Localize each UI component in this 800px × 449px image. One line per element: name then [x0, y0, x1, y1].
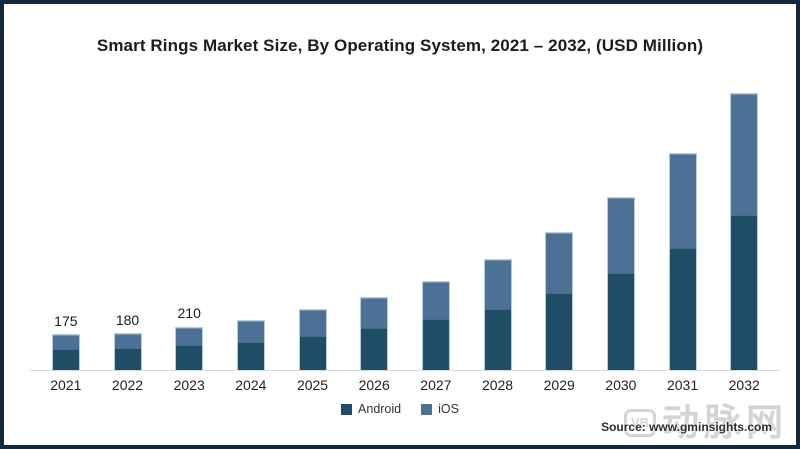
bar-group-2021: 175: [35, 312, 97, 371]
stacked-bar-2023: [175, 326, 204, 371]
x-axis-label-2028: 2028: [481, 377, 514, 393]
bar-segment-ios: [176, 327, 203, 346]
bar-segment-android: [114, 348, 141, 371]
legend-item-android: Android: [341, 402, 401, 416]
bar-segment-android: [731, 214, 758, 371]
stacked-bar-2022: [113, 333, 142, 371]
bar-segment-ios: [607, 198, 634, 274]
bar-segment-android: [607, 273, 634, 371]
x-axis-label-2025: 2025: [296, 377, 329, 393]
bar-segment-android: [422, 318, 449, 371]
bar-segment-android: [361, 327, 388, 371]
bar-segment-ios: [52, 335, 79, 350]
bar-segment-android: [176, 345, 203, 371]
stacked-bar-2028: [483, 258, 512, 371]
bar-segment-ios: [422, 281, 449, 319]
bar-segment-android: [299, 336, 326, 371]
x-axis-labels: 2021 2022 2023 2024 2025 2026 2027 2028 2029 2030…: [35, 377, 775, 393]
stacked-bar-2025: [298, 309, 327, 371]
bar-value-label: 210: [177, 305, 201, 322]
stacked-bar-2031: [668, 152, 697, 371]
bar-group-2024: [220, 319, 282, 371]
x-axis-label-2029: 2029: [543, 377, 575, 393]
bar-value-label: 175: [54, 312, 78, 329]
bar-group-2025: [282, 309, 344, 371]
bar-segment-ios: [669, 153, 696, 248]
legend-item-ios: iOS: [421, 402, 459, 416]
x-axis-label-2021: 2021: [50, 377, 82, 393]
legend-label-ios: iOS: [438, 402, 459, 416]
bar-value-label: 180: [115, 311, 140, 328]
x-axis-label-2032: 2032: [728, 377, 760, 393]
bar-group-2028: [467, 258, 529, 371]
x-axis-label-2024: 2024: [235, 377, 267, 393]
bar-segment-android: [669, 247, 696, 371]
bar-segment-android: [52, 349, 79, 371]
android-legend-swatch-icon: [341, 403, 353, 415]
ios-legend-swatch-icon: [421, 403, 433, 415]
bar-group-2029: [528, 232, 590, 371]
bar-group-2026: [343, 297, 405, 371]
stacked-bar-2021: [51, 334, 80, 371]
bar-segment-ios: [361, 298, 388, 328]
bar-group-2027: [405, 280, 467, 371]
bar-group-2022: 180: [97, 311, 159, 371]
source-text: Source: www.gminsights.com: [601, 420, 772, 434]
bar-segment-ios: [114, 334, 141, 349]
stacked-bar-2027: [421, 280, 450, 371]
stacked-bar-2024: [236, 319, 265, 371]
x-axis-label-2022: 2022: [111, 377, 144, 393]
bar-segment-ios: [237, 320, 264, 343]
x-axis-label-2030: 2030: [605, 377, 637, 393]
x-axis-label-2023: 2023: [173, 377, 205, 393]
bar-segment-ios: [484, 259, 511, 310]
bar-group-2023: 210: [158, 306, 220, 371]
x-axis-label-2026: 2026: [358, 377, 390, 393]
bar-group-2031: [652, 152, 714, 371]
stacked-bar-2030: [606, 197, 635, 371]
chart-title: Smart Rings Market Size, By Operating Sy…: [96, 36, 704, 55]
plot-area: 175 180 210: [35, 71, 775, 371]
x-axis-line: [30, 370, 780, 371]
bar-segment-android: [546, 292, 573, 371]
stacked-bar-2029: [545, 232, 574, 371]
legend-label-android: Android: [358, 402, 402, 416]
stacked-bar-2026: [360, 297, 389, 371]
bar-group-2030: [590, 197, 652, 371]
x-axis-label-2031: 2031: [666, 377, 699, 393]
bar-segment-ios: [299, 310, 326, 336]
stacked-bar-2032: [730, 93, 759, 371]
bar-segment-ios: [546, 233, 573, 293]
bar-segment-ios: [731, 94, 758, 215]
bar-segment-android: [484, 309, 511, 371]
legend: Android iOS: [4, 402, 796, 416]
x-axis-label-2027: 2027: [420, 377, 452, 393]
bar-segment-android: [237, 342, 264, 371]
bar-group-2032: [713, 93, 775, 371]
